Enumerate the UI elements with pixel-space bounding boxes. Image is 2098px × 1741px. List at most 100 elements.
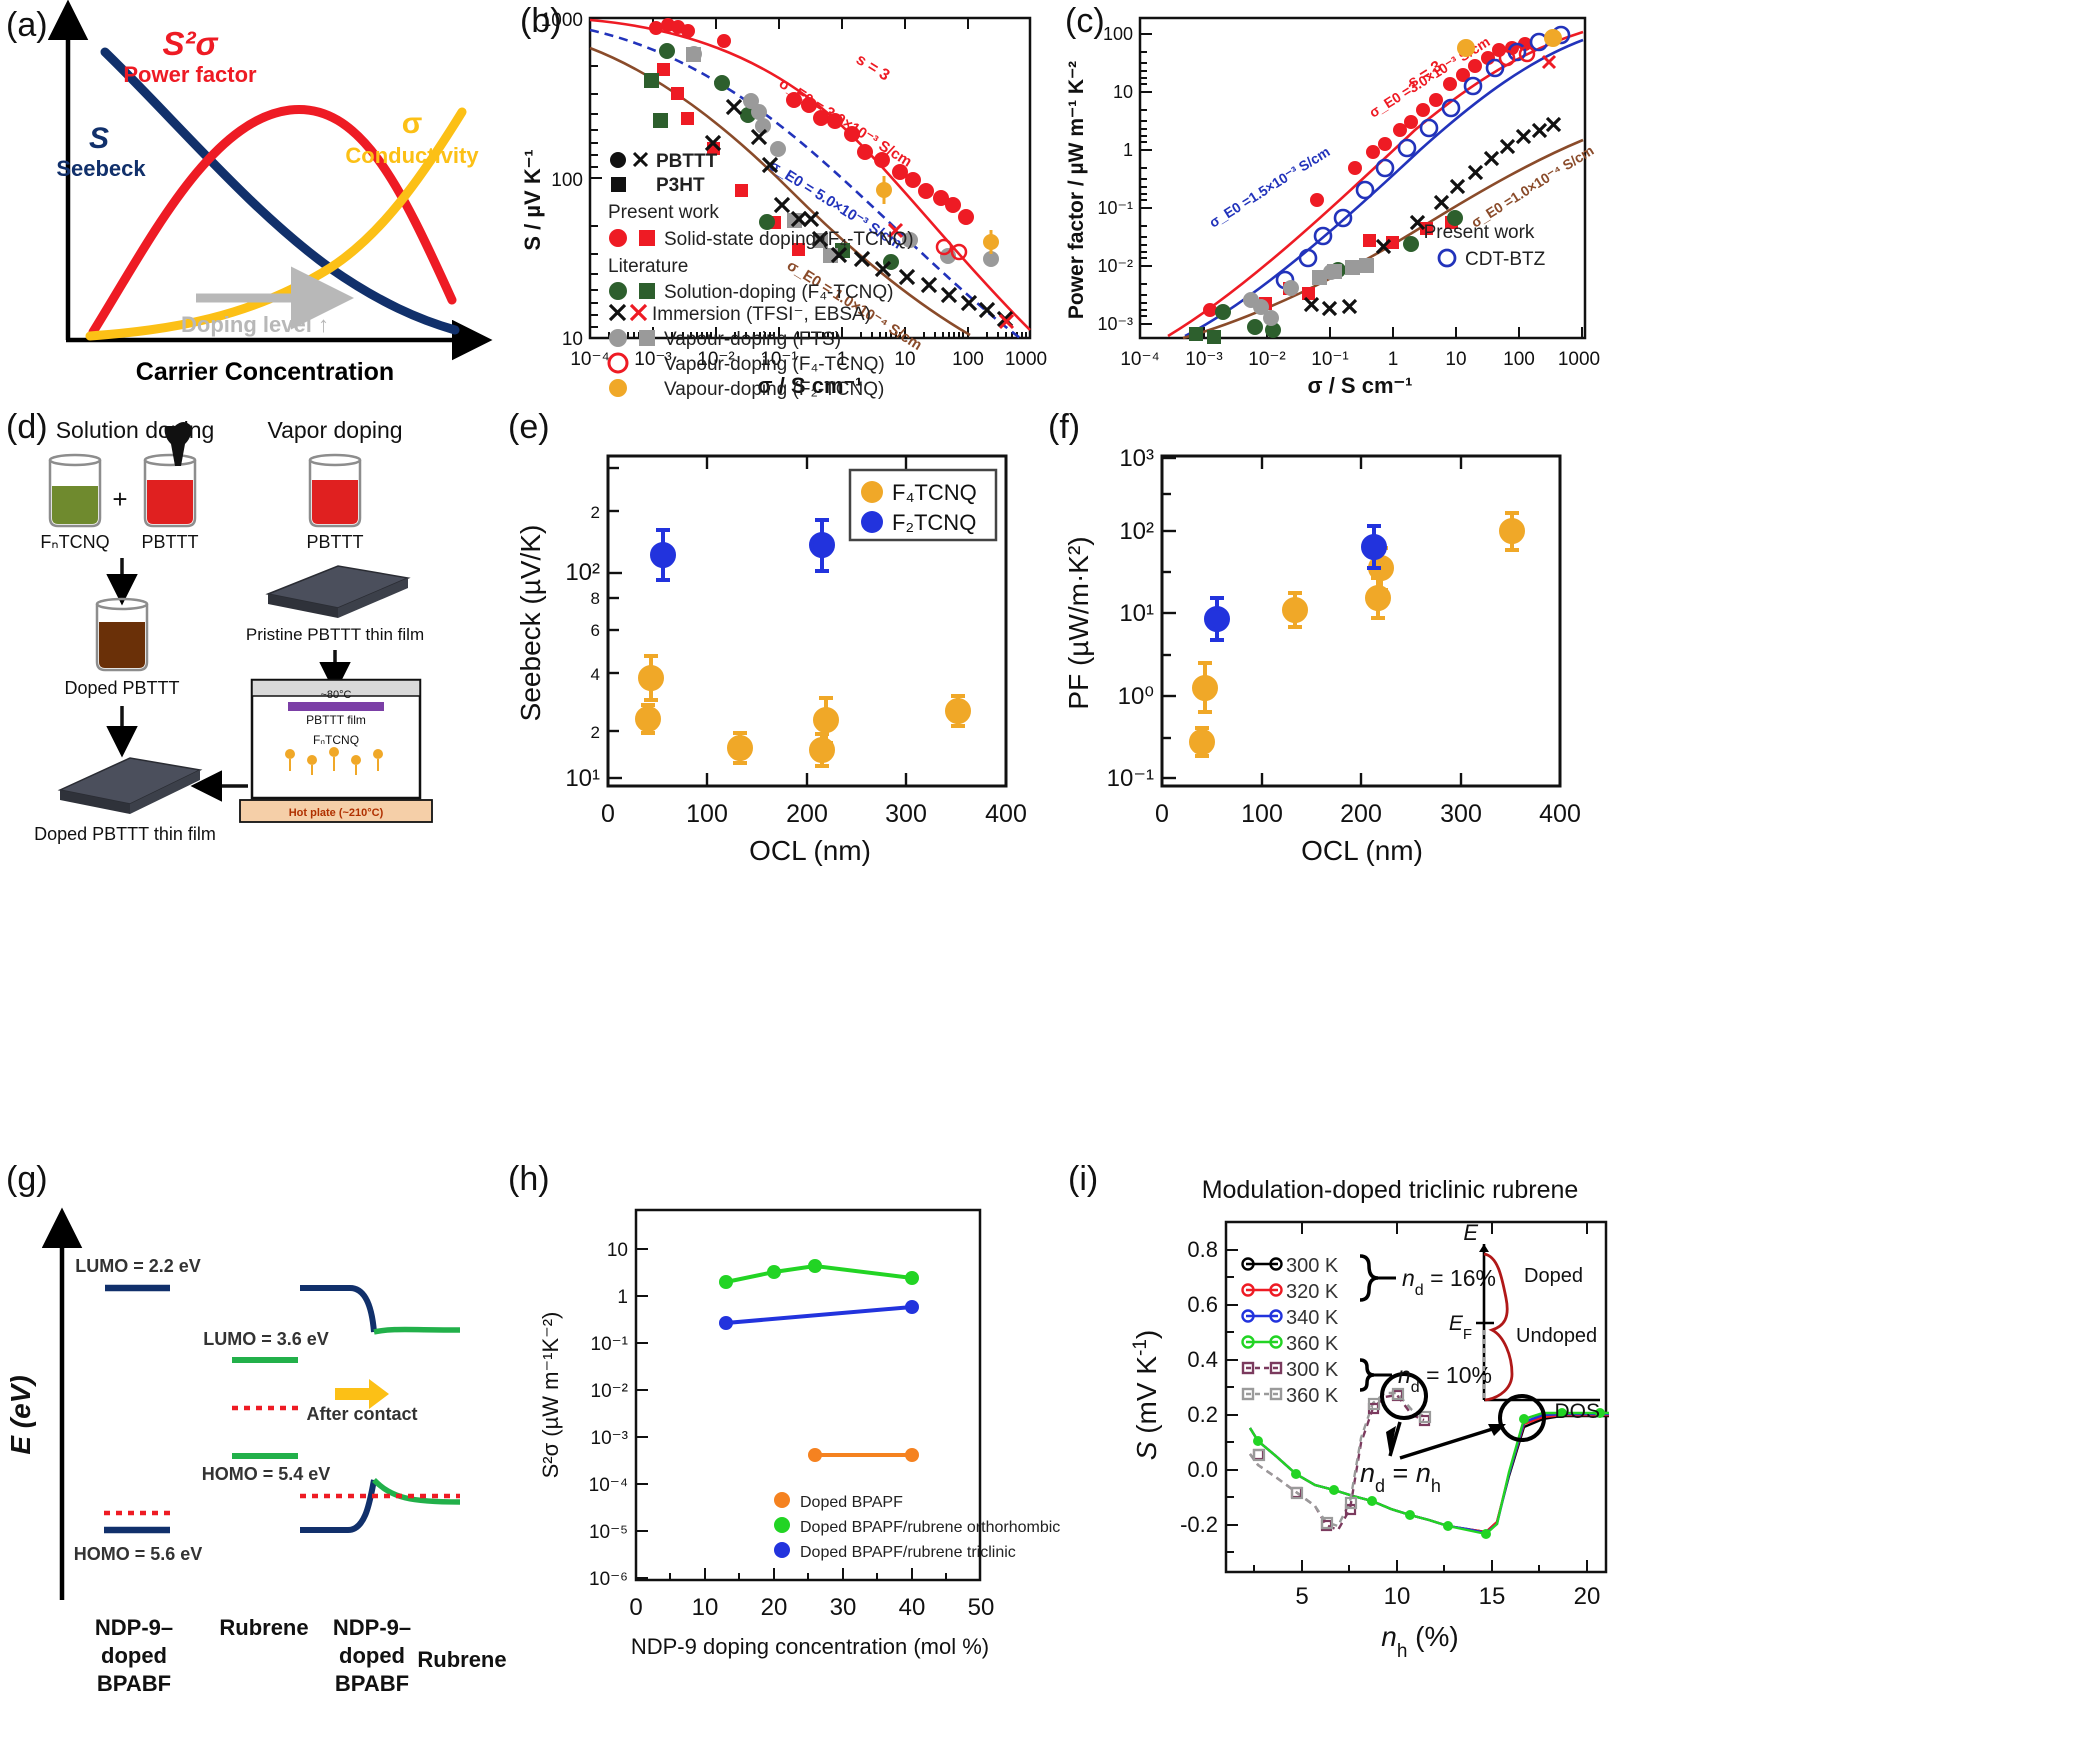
legend-marker-square-black [611, 177, 626, 192]
svg-text:100: 100 [1103, 24, 1133, 44]
svg-text:0.8: 0.8 [1187, 1237, 1218, 1262]
panel-f-xtick-marks [1160, 456, 1562, 786]
svg-text:0.2: 0.2 [1187, 1402, 1218, 1427]
svg-text:10: 10 [894, 349, 915, 370]
label-plus: + [112, 484, 127, 514]
svg-text:10⁻³: 10⁻³ [591, 1428, 629, 1449]
panel-e-yticks: 10¹ 10² [565, 559, 600, 792]
legend-marker-cdtbtz [1437, 248, 1457, 268]
legend-marker-tri [774, 1542, 790, 1558]
svg-text:4: 4 [591, 665, 600, 684]
legend-row-300k-10: 300 K [1241, 1359, 1339, 1381]
panel-i-inset: E EF DOS Doped Undoped [1449, 1220, 1600, 1423]
vapor-chamber: ~80°C PBTTT film FₙTCNQ Hot plate (~210°… [239, 678, 433, 823]
panel-e-data [635, 518, 971, 768]
label-homo-mid: HOMO = 5.4 eV [202, 1464, 331, 1484]
svg-text:6: 6 [591, 621, 600, 640]
svg-text:0.0: 0.0 [1187, 1457, 1218, 1482]
inset-fermi-label: EF [1449, 1312, 1472, 1343]
svg-text:20: 20 [761, 1594, 788, 1621]
svg-text:10⁻⁶: 10⁻⁶ [589, 1569, 628, 1590]
legend-marker-circle-open-red [607, 352, 629, 374]
pf-symbol: S²σ [163, 25, 219, 62]
seebeck-caption: Seebeck [56, 156, 146, 181]
svg-text:200: 200 [1340, 800, 1382, 828]
legend-marker-x2-red [629, 303, 648, 322]
panel-e-yminor: 8 6 4 2 2 [591, 503, 600, 742]
panel-c-yticks: 100 10 1 10⁻¹ 10⁻² 10⁻³ [1097, 24, 1133, 334]
svg-text:10⁻³: 10⁻³ [1097, 314, 1133, 334]
series-green-h [719, 1259, 919, 1289]
annot-b-red: σ_E0 = 3.0×10⁻³ S/cm [776, 75, 915, 171]
panel-c-ytick-marks [1140, 33, 1152, 325]
legend-marker-f2tcnq-e [861, 511, 883, 533]
caption-right-2: doped [339, 1643, 405, 1668]
beaker-pbttt-vapor [308, 453, 362, 528]
panel-e-plot: 10¹ 10² 8 6 4 2 2 0 100 200 300 400 [515, 454, 1027, 866]
panel-i-curves-nd16 [1248, 1411, 1609, 1536]
panel-i-xlabel: nh (%) [1381, 1621, 1458, 1662]
label-fntcnq: FₙTCNQ [40, 532, 109, 552]
legend-row-360k-10: 360 K [1241, 1385, 1339, 1407]
panel-i-label: (i) [1068, 1160, 1099, 1198]
series-orange-h [808, 1448, 919, 1462]
svg-text:10: 10 [1384, 1583, 1411, 1610]
svg-text:15: 15 [1479, 1583, 1506, 1610]
label-after-contact: After contact [306, 1404, 417, 1424]
label-pristine-film: Pristine PBTTT thin film [246, 625, 424, 644]
legend-label-cdtbtz: CDT-BTZ [1465, 249, 1546, 270]
panel-c-xlabel: σ / S cm⁻¹ [1308, 373, 1413, 398]
label-doped-film: Doped PBTTT thin film [34, 824, 216, 844]
svg-text:2: 2 [591, 503, 600, 522]
film-pristine [265, 565, 411, 618]
svg-text:100: 100 [686, 800, 728, 828]
callout-circle-left [1380, 1372, 1428, 1420]
legend-label-fts: Vapour-doping (FTS) [664, 329, 841, 350]
panel-g-label: (g) [6, 1160, 48, 1198]
svg-text:10: 10 [1113, 82, 1133, 102]
svg-text:10¹: 10¹ [565, 765, 600, 792]
svg-text:10⁻²: 10⁻² [1248, 349, 1286, 370]
svg-text:1000: 1000 [1005, 349, 1047, 370]
svg-text:10²: 10² [1119, 518, 1154, 545]
svg-text:10: 10 [562, 329, 583, 350]
legend-marker-circle-orange [609, 379, 627, 397]
legend-label-p3ht: P3HT [656, 175, 705, 196]
caption-right-1: NDP-9– [333, 1615, 411, 1640]
svg-text:30: 30 [830, 1594, 857, 1621]
panel-e-xlabel: OCL (nm) [749, 835, 871, 866]
beaker-fntcnq [48, 453, 102, 528]
panel-b-xlabel: σ / S cm⁻¹ [758, 373, 863, 398]
svg-text:100: 100 [1241, 800, 1283, 828]
inset-label-doped: Doped [1524, 1265, 1583, 1287]
panel-c-xticks: 10⁻⁴ 10⁻³ 10⁻² 10⁻¹ 1 10 100 1000 [1120, 349, 1600, 370]
label-hotplate: Hot plate (~210°C) [289, 807, 384, 819]
legend-marker-square-green [639, 283, 655, 299]
svg-text:40: 40 [899, 1594, 926, 1621]
panel-f-plot: 10⁻¹ 10⁰ 10¹ 10² 10³ 0 100 200 300 400 P… [1063, 445, 1581, 866]
legend-marker-x-black [632, 151, 649, 168]
svg-text:10⁻¹: 10⁻¹ [760, 349, 798, 370]
panel-h-ytick-marks [636, 1248, 648, 1579]
brace-nd16 [1359, 1254, 1379, 1302]
legend-label-340k-16: 340 K [1286, 1307, 1339, 1329]
label-pbttt-vapor: PBTTT [307, 532, 364, 552]
legend-label-360k-10: 360 K [1286, 1385, 1339, 1407]
svg-text:10²: 10² [565, 559, 600, 586]
svg-text:10⁻²: 10⁻² [591, 1381, 629, 1402]
panel-c-label: (c) [1065, 2, 1105, 40]
svg-text:300: 300 [885, 800, 927, 828]
svg-text:10⁻¹: 10⁻¹ [591, 1334, 629, 1355]
band-bend-homo-right [300, 1479, 377, 1533]
svg-text:10⁰: 10⁰ [1118, 683, 1154, 710]
legend-marker-bpapf [774, 1492, 790, 1508]
svg-text:0: 0 [629, 1594, 642, 1621]
label-lumo-mid: LUMO = 3.6 eV [203, 1329, 329, 1349]
annot-c-blue: σ_E0 =1.5×10⁻³ S/cm [1206, 143, 1333, 230]
cond-symbol: σ [402, 107, 423, 140]
panel-h-label: (h) [508, 1160, 550, 1198]
legend-marker-square-red [639, 230, 655, 246]
panel-b-ylabel: S / µV K⁻¹ [520, 149, 545, 250]
svg-text:100: 100 [952, 349, 984, 370]
svg-text:2: 2 [591, 723, 600, 742]
